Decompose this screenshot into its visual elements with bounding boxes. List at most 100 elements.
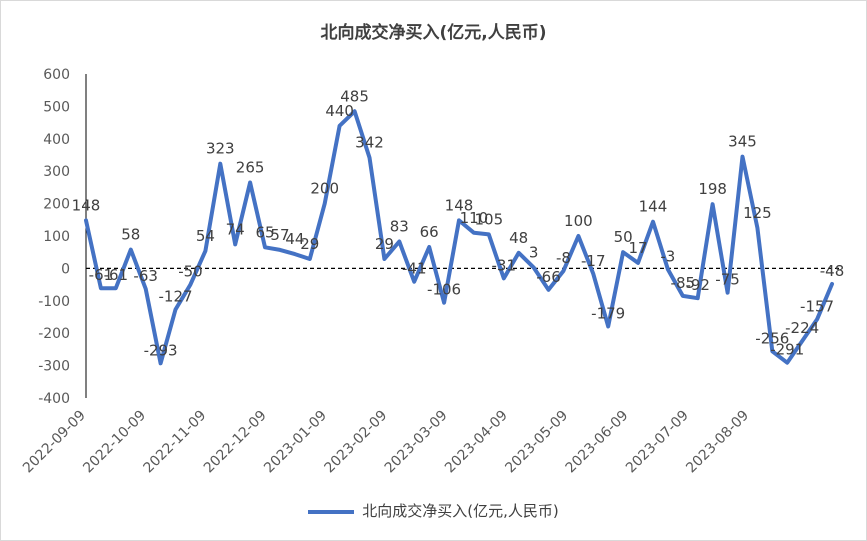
y-tick-label: 300 xyxy=(43,164,70,180)
data-point xyxy=(815,317,819,321)
x-tick-label: 2023-08-09 xyxy=(683,408,752,477)
data-point xyxy=(457,218,461,222)
y-tick-label: 500 xyxy=(43,99,70,115)
y-tick-label: -400 xyxy=(38,391,70,407)
data-point xyxy=(233,242,237,246)
data-label: -31 xyxy=(492,256,517,274)
data-point xyxy=(576,234,580,238)
x-tick-label: 2023-05-09 xyxy=(502,408,571,477)
y-tick-label: -200 xyxy=(38,326,70,342)
data-point xyxy=(367,156,371,160)
x-tick-label: 2022-09-09 xyxy=(20,408,89,477)
y-tick-label: -300 xyxy=(38,359,70,375)
data-label: -92 xyxy=(685,276,710,294)
data-label: 105 xyxy=(475,210,504,228)
data-label: -61 xyxy=(104,266,129,284)
data-point xyxy=(323,202,327,206)
data-label: 198 xyxy=(698,180,727,198)
x-tick-label: 2023-03-09 xyxy=(382,408,451,477)
data-label: 74 xyxy=(226,220,245,238)
data-label: -8 xyxy=(556,249,571,267)
data-label: 200 xyxy=(310,180,339,198)
y-tick-label: 600 xyxy=(43,67,70,83)
data-label: 3 xyxy=(529,243,539,261)
data-label: -41 xyxy=(402,260,427,278)
data-label: 57 xyxy=(270,226,289,244)
data-labels: 148-61-6158-63-293-127-50543237426565574… xyxy=(72,87,845,359)
data-point xyxy=(561,269,565,273)
data-point xyxy=(800,339,804,343)
data-point xyxy=(681,294,685,298)
data-label: 29 xyxy=(375,235,394,253)
x-tick-label: 2022-12-09 xyxy=(201,408,270,477)
data-point xyxy=(591,272,595,276)
data-point xyxy=(248,181,252,185)
data-point xyxy=(174,308,178,312)
data-point xyxy=(159,361,163,365)
data-label: -48 xyxy=(820,262,845,280)
data-label: 148 xyxy=(72,196,101,214)
legend-swatch xyxy=(308,509,355,514)
data-label: -75 xyxy=(715,271,740,289)
data-point xyxy=(144,287,148,291)
data-label: 54 xyxy=(196,227,215,245)
data-point xyxy=(114,286,118,290)
data-point xyxy=(263,245,267,249)
x-tick-label: 2022-10-09 xyxy=(80,408,149,477)
data-point xyxy=(830,282,834,286)
data-label: 58 xyxy=(121,226,140,244)
data-label: -256 xyxy=(755,329,789,347)
data-point xyxy=(353,109,357,113)
data-label: 48 xyxy=(509,229,528,247)
data-label: -106 xyxy=(427,281,461,299)
x-tick-label: 2023-06-09 xyxy=(563,408,632,477)
data-point xyxy=(278,248,282,252)
data-point xyxy=(308,257,312,261)
data-label: 148 xyxy=(445,196,474,214)
data-point xyxy=(382,257,386,261)
data-label: 83 xyxy=(390,218,409,236)
legend: 北向成交净买入(亿元,人民币) xyxy=(0,500,867,521)
x-tick-label: 2023-04-09 xyxy=(442,408,511,477)
y-tick-label: 0 xyxy=(61,261,70,277)
data-point xyxy=(755,226,759,230)
data-label: 485 xyxy=(340,87,369,105)
legend-label: 北向成交净买入(亿元,人民币) xyxy=(362,502,559,520)
data-point xyxy=(547,288,551,292)
data-label: 440 xyxy=(325,102,354,120)
data-points xyxy=(84,109,834,365)
data-point xyxy=(129,248,133,252)
data-point xyxy=(666,267,670,271)
data-point xyxy=(427,245,431,249)
data-point xyxy=(785,361,789,365)
x-axis-ticks: 2022-09-092022-10-092022-11-092022-12-09… xyxy=(20,408,752,477)
data-label: -179 xyxy=(591,304,625,322)
data-point xyxy=(218,162,222,166)
data-label: 65 xyxy=(255,223,274,241)
data-point xyxy=(726,291,730,295)
data-label: 345 xyxy=(728,133,757,151)
data-label: 66 xyxy=(420,223,439,241)
data-label: 100 xyxy=(564,212,593,230)
data-label: 44 xyxy=(285,230,304,248)
data-point xyxy=(472,231,476,235)
data-point xyxy=(621,250,625,254)
data-label: -85 xyxy=(671,274,696,292)
data-label: 29 xyxy=(300,235,319,253)
data-point xyxy=(651,220,655,224)
data-point xyxy=(99,286,103,290)
data-label: -157 xyxy=(800,297,834,315)
data-point xyxy=(606,324,610,328)
data-label: -66 xyxy=(536,268,561,286)
data-label: 265 xyxy=(236,159,265,177)
data-label: -127 xyxy=(158,288,192,306)
x-tick-label: 2023-02-09 xyxy=(321,408,390,477)
data-label: -50 xyxy=(178,263,203,281)
data-point xyxy=(84,218,88,222)
y-tick-label: -100 xyxy=(38,294,70,310)
data-label: 342 xyxy=(355,134,384,152)
data-point xyxy=(517,251,521,255)
data-point xyxy=(203,249,207,253)
data-point xyxy=(696,296,700,300)
